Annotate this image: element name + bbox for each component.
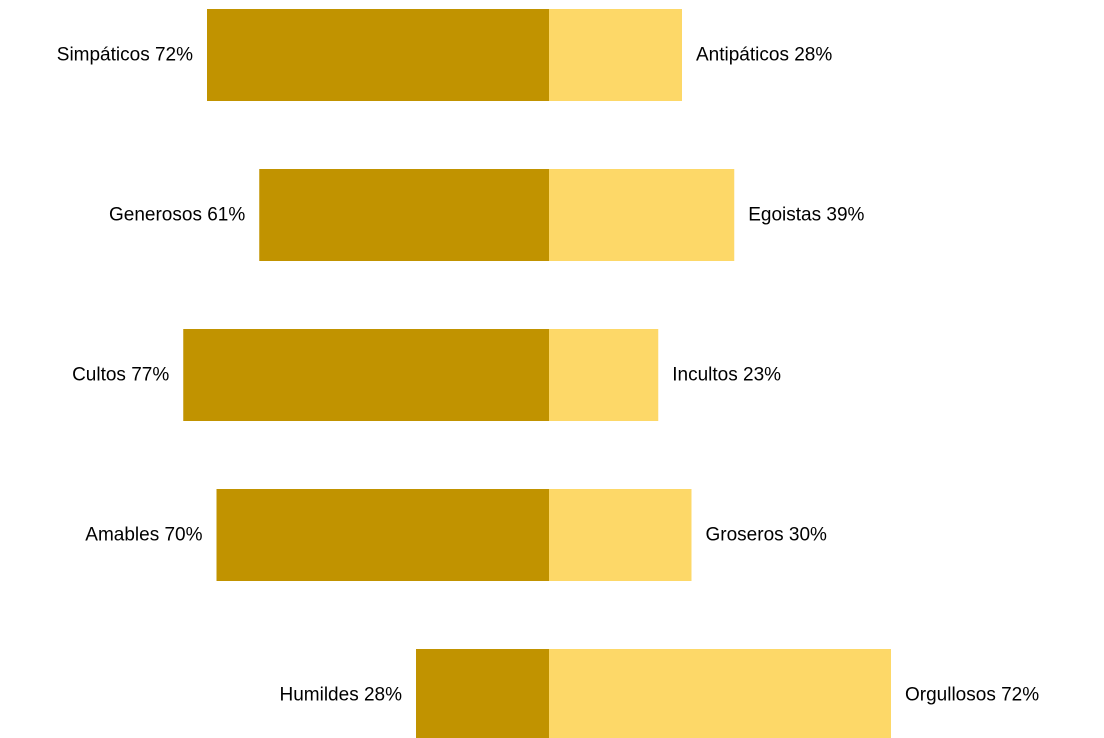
bars-group (183, 9, 891, 738)
labels-group: Simpáticos 72% Antipáticos 28% Generosos 6… (57, 45, 1039, 706)
bar-left-segment (183, 329, 549, 421)
left-label: Generosos 61% (109, 205, 245, 226)
bar-right-segment (549, 329, 659, 421)
left-label: Cultos 77% (72, 365, 169, 386)
right-label: Antipáticos 28% (696, 45, 832, 66)
bar-right-segment (549, 489, 692, 581)
left-label: Simpáticos 72% (57, 45, 193, 66)
bar-left-segment (216, 489, 549, 581)
bar-right-segment (549, 649, 891, 738)
right-label: Egoistas 39% (748, 205, 864, 226)
right-label: Orgullosos 72% (905, 685, 1039, 706)
bar-right-segment (549, 9, 682, 101)
bar-left-segment (416, 649, 549, 738)
bar-left-segment (207, 9, 549, 101)
right-label: Incultos 23% (672, 365, 781, 386)
bar-left-segment (259, 169, 549, 261)
left-label: Humildes 28% (280, 685, 403, 706)
left-label: Amables 70% (85, 525, 202, 546)
right-label: Groseros 30% (706, 525, 828, 546)
bar-right-segment (549, 169, 735, 261)
